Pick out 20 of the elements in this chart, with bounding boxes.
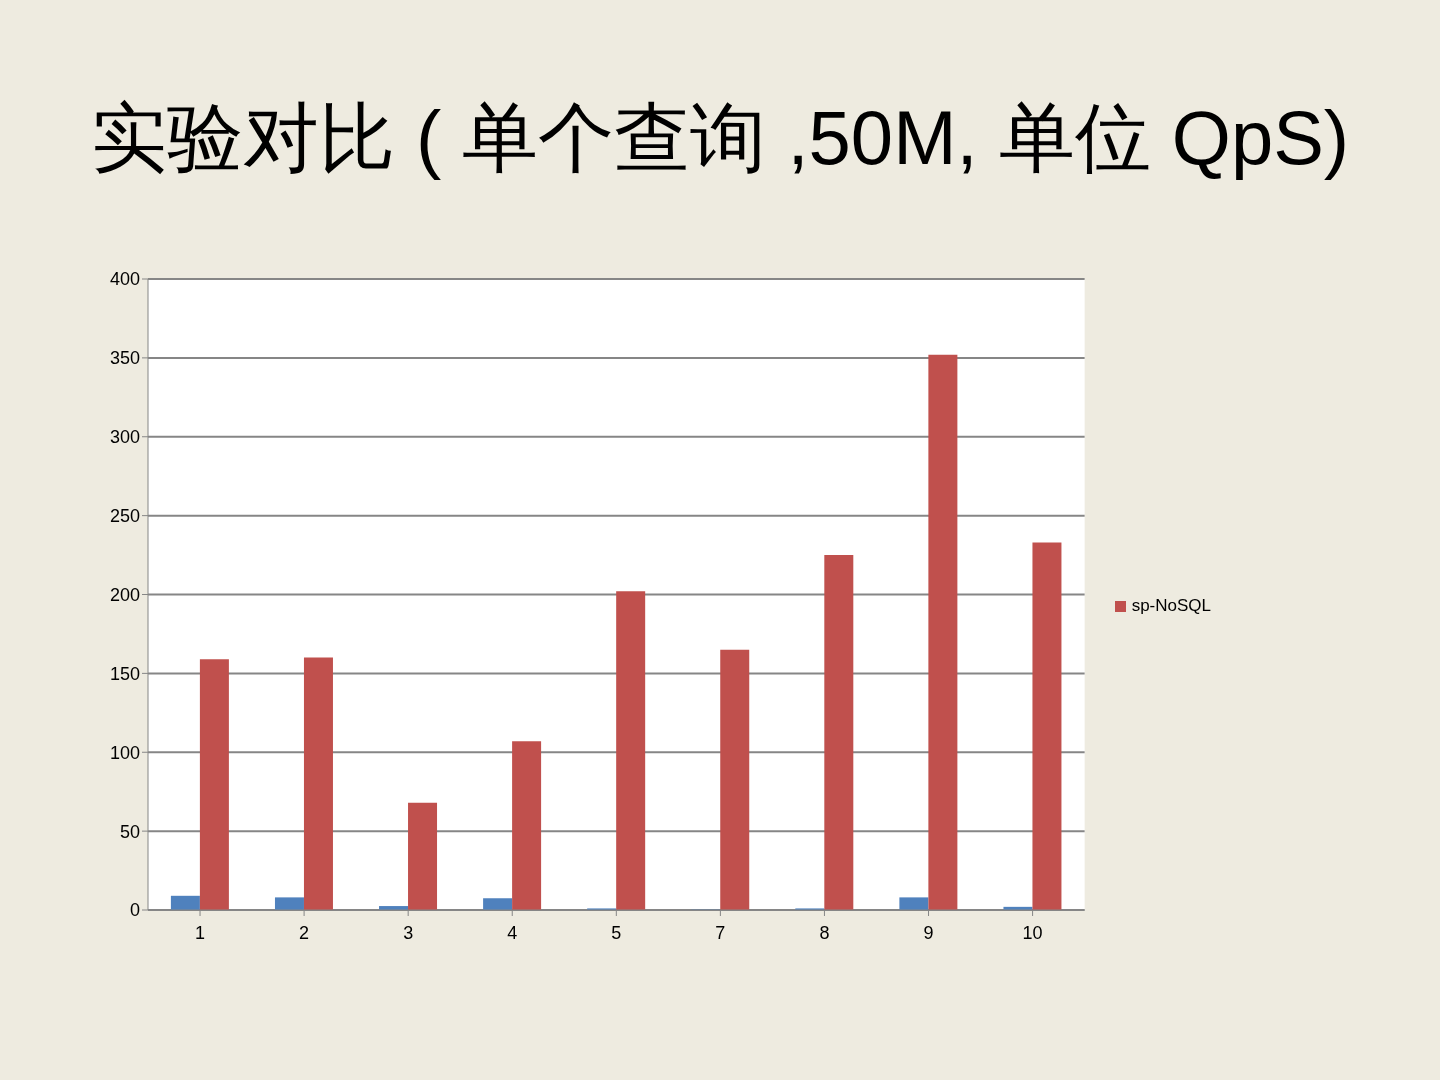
x-tick-label: 9 [923,922,934,943]
y-tick-label: 250 [109,506,140,527]
y-tick-label: 400 [109,269,140,290]
x-tick-label: 10 [1022,922,1043,943]
y-tick-label: 300 [109,427,140,448]
y-tick-label: 50 [119,821,140,842]
legend-label: sp-NoSQL [1130,596,1211,616]
x-tick-label: 3 [403,922,414,943]
y-tick-label: 200 [109,584,140,605]
x-tick-label: 5 [611,922,622,943]
y-tick-label: 100 [109,742,140,763]
y-tick-label: 0 [129,900,140,921]
x-tick-label: 8 [819,922,830,943]
chart-title: 实验对比 ( 单个查询 ,50M, 单位 QpS) [89,94,1351,182]
x-tick-label: 4 [507,922,518,943]
y-tick-label: 150 [109,663,140,684]
y-tick-label: 350 [109,348,140,369]
x-tick-label: 7 [715,922,726,943]
x-tick-label: 1 [195,922,206,943]
x-tick-label: 2 [299,922,310,943]
